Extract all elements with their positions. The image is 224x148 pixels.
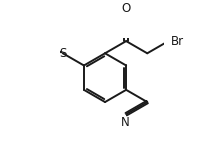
Text: O: O — [121, 2, 131, 15]
Text: Br: Br — [170, 35, 184, 48]
Text: N: N — [121, 116, 129, 129]
Text: S: S — [59, 47, 67, 60]
